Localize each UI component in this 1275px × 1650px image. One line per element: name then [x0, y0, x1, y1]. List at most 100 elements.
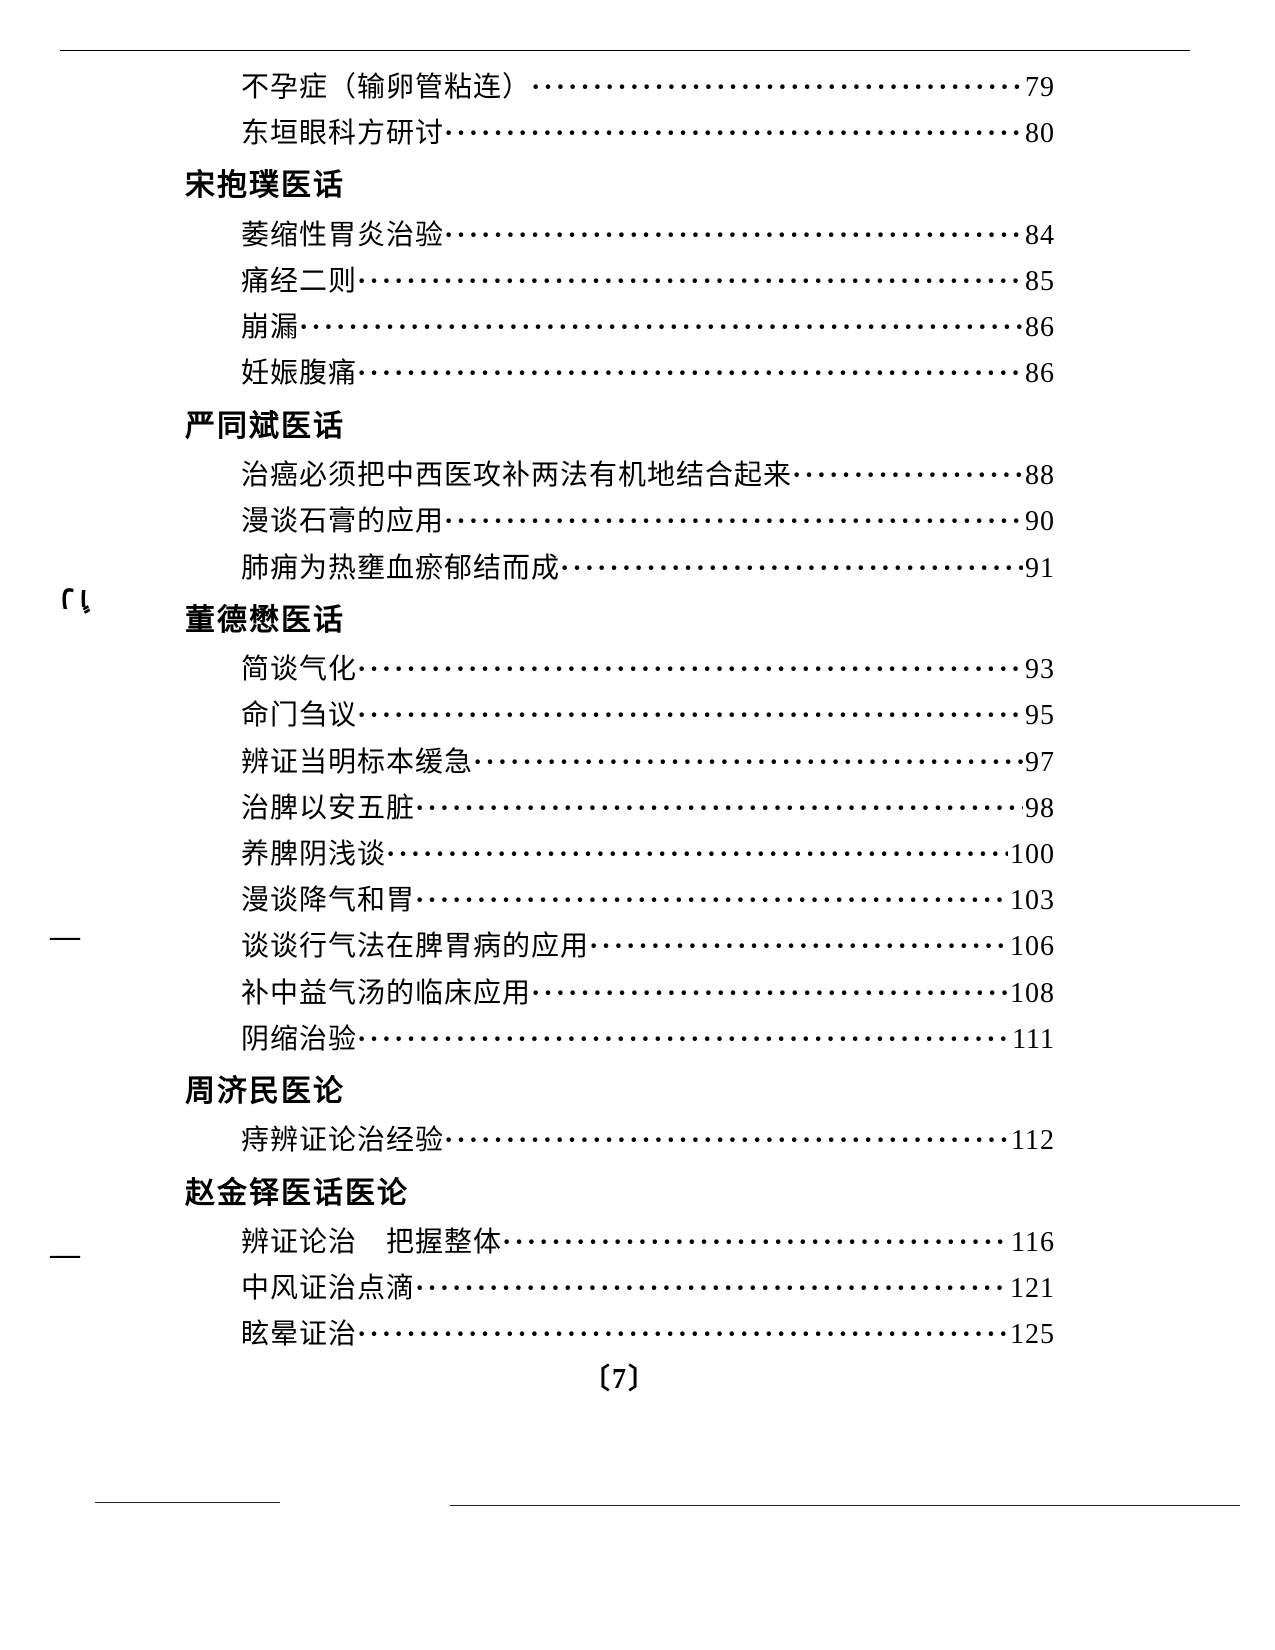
toc-entry: 谈谈行气法在脾胃病的应用 ···························…: [185, 924, 1055, 970]
toc-dots: ········································…: [357, 693, 1023, 739]
toc-dots: ········································…: [415, 786, 1023, 832]
toc-title: 眩晕证治: [241, 1312, 357, 1358]
toc-dots: ········································…: [357, 647, 1023, 693]
toc-section-header: 周济民医论: [185, 1067, 1055, 1117]
toc-page-num: 125: [1008, 1312, 1055, 1358]
toc-dots: ········································…: [560, 546, 1023, 592]
toc-entry: 痔辨证论治经验 ································…: [185, 1118, 1055, 1164]
toc-page-num: 86: [1023, 351, 1055, 397]
toc-entry: 妊娠腹痛 ···································…: [185, 351, 1055, 397]
toc-dots: ········································…: [444, 1118, 1009, 1164]
toc-title: 治癌必须把中西医攻补两法有机地结合起来: [241, 453, 792, 499]
toc-dots: ········································…: [357, 1017, 1010, 1063]
toc-title: 痛经二则: [241, 259, 357, 305]
toc-page-num: 86: [1023, 305, 1055, 351]
toc-entry: 萎缩性胃炎治验 ································…: [185, 213, 1055, 259]
toc-entry: 东垣眼科方研讨 ································…: [185, 111, 1055, 157]
toc-entry: 养脾阴浅谈 ··································…: [185, 832, 1055, 878]
toc-page-num: 90: [1023, 499, 1055, 545]
toc-page-num: 91: [1023, 546, 1055, 592]
toc-section-header: 宋抱璞医话: [185, 161, 1055, 211]
toc-page-num: 108: [1008, 971, 1055, 1017]
toc-entry: 治癌必须把中西医攻补两法有机地结合起来 ····················…: [185, 453, 1055, 499]
toc-section-header: 赵金铎医话医论: [185, 1169, 1055, 1219]
margin-mark-icon: ご: [55, 584, 99, 614]
toc-page-num: 88: [1023, 453, 1055, 499]
margin-mark-icon: —: [50, 920, 80, 954]
toc-dots: ········································…: [792, 453, 1023, 499]
toc-section-header: 严同斌医话: [185, 402, 1055, 452]
toc-entry: 眩晕证治 ···································…: [185, 1312, 1055, 1358]
toc-title: 养脾阴浅谈: [241, 832, 386, 878]
toc-dots: ········································…: [502, 1220, 1009, 1266]
toc-dots: ········································…: [357, 259, 1023, 305]
toc-title: 肺痈为热壅血瘀郁结而成: [241, 546, 560, 592]
toc-title: 治脾以安五脏: [241, 786, 415, 832]
toc-entry: 崩漏 ·····································…: [185, 305, 1055, 351]
toc-entry: 辨证论治 把握整体 ······························…: [185, 1220, 1055, 1266]
toc-title: 谈谈行气法在脾胃病的应用: [241, 924, 589, 970]
toc-page-num: 106: [1008, 924, 1055, 970]
toc-page-num: 116: [1009, 1220, 1055, 1266]
margin-mark-icon: —: [50, 1238, 80, 1272]
toc-entry: 漫谈石膏的应用 ································…: [185, 499, 1055, 545]
toc-title: 中风证治点滴: [241, 1266, 415, 1312]
toc-dots: ········································…: [357, 351, 1023, 397]
toc-page-num: 112: [1009, 1118, 1055, 1164]
top-rule: [60, 50, 1190, 51]
toc-page-num: 121: [1008, 1266, 1055, 1312]
toc-dots: ········································…: [473, 740, 1023, 786]
toc-title: 崩漏: [241, 305, 299, 351]
toc-title: 辨证论治 把握整体: [241, 1220, 502, 1266]
toc-page-num: 84: [1023, 213, 1055, 259]
toc-section-header: 董德懋医话: [185, 596, 1055, 646]
toc-entry: 漫谈降气和胃 ·································…: [185, 878, 1055, 924]
toc-dots: ········································…: [444, 213, 1023, 259]
toc-entry: 简谈气化 ···································…: [185, 647, 1055, 693]
toc-title: 东垣眼科方研讨: [241, 111, 444, 157]
toc-title: 补中益气汤的临床应用: [241, 971, 531, 1017]
toc-entry: 肺痈为热壅血瘀郁结而成 ····························…: [185, 546, 1055, 592]
toc-entry: 治脾以安五脏 ·································…: [185, 786, 1055, 832]
toc-dots: ········································…: [444, 111, 1023, 157]
toc-title: 漫谈石膏的应用: [241, 499, 444, 545]
toc-title: 阴缩治验: [241, 1017, 357, 1063]
toc-dots: ········································…: [531, 65, 1023, 111]
toc-page: 不孕症（输卵管粘连） ·····························…: [185, 65, 1055, 1359]
toc-dots: ········································…: [386, 832, 1008, 878]
toc-page-num: 100: [1008, 832, 1055, 878]
toc-dots: ········································…: [531, 971, 1008, 1017]
toc-title: 妊娠腹痛: [241, 351, 357, 397]
toc-dots: ········································…: [415, 878, 1008, 924]
toc-dots: ········································…: [589, 924, 1008, 970]
toc-page-num: 79: [1023, 65, 1055, 111]
toc-page-num: 80: [1023, 111, 1055, 157]
toc-title: 简谈气化: [241, 647, 357, 693]
toc-title: 萎缩性胃炎治验: [241, 213, 444, 259]
toc-entry: 辨证当明标本缓急 ·······························…: [185, 740, 1055, 786]
toc-title: 漫谈降气和胃: [241, 878, 415, 924]
toc-page-num: 93: [1023, 647, 1055, 693]
toc-entry: 痛经二则 ···································…: [185, 259, 1055, 305]
toc-page-num: 111: [1010, 1017, 1055, 1063]
toc-entry: 命门刍议 ···································…: [185, 693, 1055, 739]
bottom-rule: [450, 1505, 1240, 1506]
toc-dots: ········································…: [299, 305, 1023, 351]
page-number: 〔7〕: [185, 1357, 1055, 1397]
toc-title: 痔辨证论治经验: [241, 1118, 444, 1164]
toc-title: 命门刍议: [241, 693, 357, 739]
toc-title: 不孕症（输卵管粘连）: [241, 65, 531, 111]
toc-page-num: 98: [1023, 786, 1055, 832]
toc-entry: 不孕症（输卵管粘连） ·····························…: [185, 65, 1055, 111]
toc-page-num: 103: [1008, 878, 1055, 924]
toc-dots: ········································…: [415, 1266, 1008, 1312]
toc-entry: 中风证治点滴 ·································…: [185, 1266, 1055, 1312]
toc-page-num: 85: [1023, 259, 1055, 305]
toc-title: 辨证当明标本缓急: [241, 740, 473, 786]
toc-page-num: 97: [1023, 740, 1055, 786]
toc-page-num: 95: [1023, 693, 1055, 739]
toc-dots: ········································…: [357, 1312, 1008, 1358]
toc-dots: ········································…: [444, 499, 1023, 545]
toc-entry: 阴缩治验 ···································…: [185, 1017, 1055, 1063]
toc-entry: 补中益气汤的临床应用 ·····························…: [185, 971, 1055, 1017]
